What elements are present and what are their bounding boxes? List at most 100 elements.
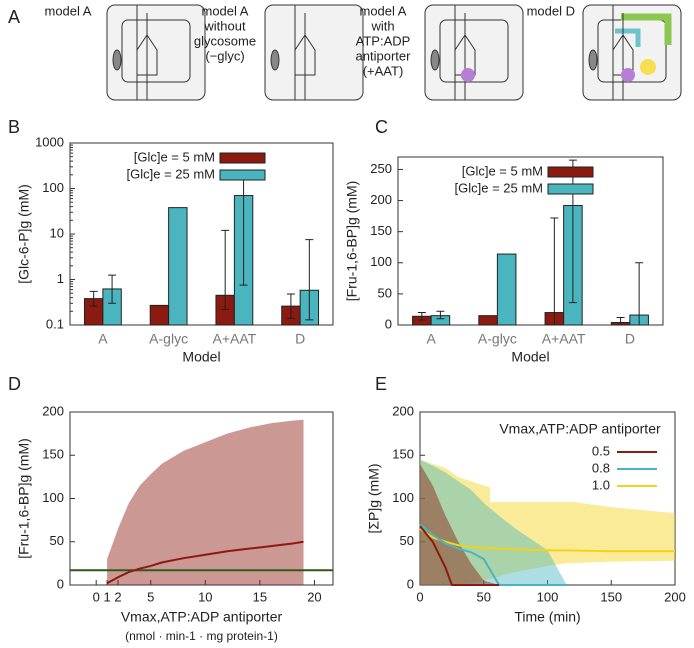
error-bar — [616, 317, 625, 326]
legend-swatch — [547, 183, 594, 195]
legend-swatch — [219, 169, 266, 181]
x-tick-label: 150 — [600, 589, 622, 604]
plot-frame — [397, 156, 664, 326]
y-axis-label: [Glc-6-P]g (mM) — [16, 184, 32, 284]
legend-box — [490, 417, 673, 502]
legend-swatch — [219, 152, 266, 164]
x-tick-label: A-glyc — [149, 331, 188, 347]
y-tick-label: 100 — [392, 490, 414, 505]
diagram — [582, 4, 682, 101]
x-axis-label: Model — [182, 349, 220, 365]
model-label: glycosome — [194, 33, 256, 48]
x-tick-label: 200 — [664, 589, 686, 604]
legend-swatch — [547, 166, 594, 178]
y-tick-label: 250 — [370, 161, 392, 176]
x-tick-label: A — [426, 331, 436, 347]
y-tick-label: 100 — [370, 254, 392, 269]
error-bar — [305, 239, 314, 321]
model-label: without — [203, 18, 246, 33]
model-label: model D — [527, 3, 575, 18]
y-axis-label: [ΣP]g (mM) — [366, 463, 382, 533]
model-label: (−glyc) — [205, 48, 244, 63]
y-tick-label: 200 — [42, 403, 64, 418]
mean-line — [419, 527, 675, 553]
model-label: model A — [202, 3, 249, 18]
diagram — [424, 4, 524, 101]
x-axis-label: Model — [511, 349, 549, 365]
panel-label: E — [375, 374, 387, 394]
legend-label: [Glc]e = 5 mM — [134, 149, 215, 164]
y-tick-label: 50 — [400, 533, 414, 548]
mean-line — [106, 540, 304, 585]
y-tick-label: 150 — [392, 447, 414, 462]
diagram — [106, 4, 206, 101]
y-tick-label: 100 — [42, 180, 64, 195]
y-tick-label: 200 — [392, 403, 414, 418]
x-tick-label: A-glyc — [478, 331, 517, 347]
bar — [168, 207, 188, 326]
error-bar — [89, 290, 98, 307]
error-bar — [221, 229, 230, 310]
y-tick-label: 0 — [385, 316, 392, 331]
y-axis-label: [Fru-1,6-BP]g (mM) — [16, 438, 32, 559]
error-bar — [550, 217, 559, 326]
x-tick-label: 50 — [477, 589, 491, 604]
y-tick-label: 200 — [370, 192, 392, 207]
legend-label: 1.0 — [592, 477, 610, 492]
bar — [496, 253, 517, 326]
diagram — [264, 4, 364, 101]
y-tick-label: 50 — [378, 285, 392, 300]
legend-label: [Glc]e = 5 mM — [462, 163, 543, 178]
x-tick-label: D — [295, 331, 305, 347]
x-tick-label: 0 — [93, 589, 100, 604]
x-tick-label: 15 — [253, 589, 267, 604]
model-label: antiporter — [356, 48, 412, 63]
x-tick-label: 100 — [537, 589, 559, 604]
legend-title: Vmax,ATP:ADP antiporter — [499, 421, 661, 437]
x-axis-label: Time (min) — [514, 609, 580, 625]
x-tick-label: 2 — [114, 589, 121, 604]
x-tick-label: A+AAT — [213, 331, 257, 347]
error-bar — [635, 262, 644, 326]
band — [107, 419, 304, 585]
legend-label: [Glc]e = 25 mM — [455, 180, 544, 195]
y-tick-label: 10 — [50, 225, 64, 240]
model-label: ATP:ADP — [356, 33, 411, 48]
x-tick-label: 20 — [307, 589, 321, 604]
bar — [478, 315, 498, 326]
panel-label: C — [375, 117, 388, 137]
x-tick-label: D — [625, 331, 635, 347]
model-diagrams — [106, 4, 682, 101]
panel-label: D — [8, 374, 21, 394]
panel-label: B — [8, 117, 20, 137]
x-tick-label: 5 — [147, 589, 154, 604]
legend-label: 0.5 — [592, 443, 610, 458]
legend-label: 0.8 — [592, 460, 610, 475]
band — [420, 463, 675, 585]
model-label: model A — [360, 3, 407, 18]
y-tick-label: 1000 — [35, 134, 64, 149]
model-label: (+AAT) — [363, 63, 404, 78]
y-tick-label: 150 — [42, 447, 64, 462]
y-tick-label: 1 — [57, 271, 64, 286]
error-bar — [436, 310, 445, 320]
band — [420, 459, 675, 585]
x-tick-label: 0 — [416, 589, 423, 604]
mean-line — [419, 523, 567, 586]
y-tick-label: 150 — [370, 223, 392, 238]
legend-label: [Glc]e = 25 mM — [127, 166, 216, 181]
x-axis-label: Vmax,ATP:ADP antiporter — [121, 609, 283, 625]
y-tick-label: 0.1 — [46, 316, 64, 331]
x-tick-label: A — [98, 331, 108, 347]
y-axis-label: [Fru-1,6-BP]g (mM) — [344, 181, 360, 302]
y-tick-label: 100 — [42, 490, 64, 505]
y-tick-label: 0 — [57, 576, 64, 591]
y-tick-label: 50 — [50, 533, 64, 548]
x-tick-label: 1 — [103, 589, 110, 604]
y-tick-label: 0 — [407, 576, 414, 591]
bar — [149, 304, 170, 326]
error-bar — [417, 312, 426, 321]
x-tick-label: A+AAT — [542, 331, 586, 347]
error-bar — [286, 293, 295, 319]
